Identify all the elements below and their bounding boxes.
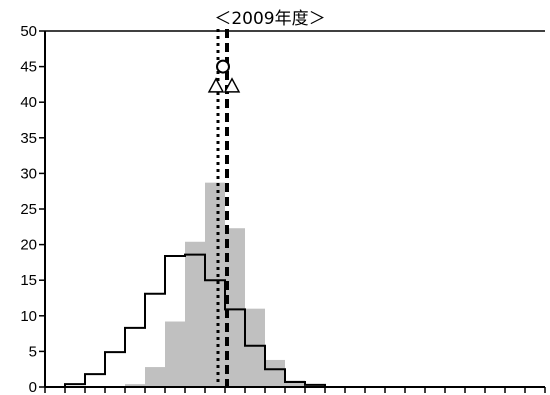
gray-bar [185, 242, 205, 387]
gray-bar [165, 321, 185, 387]
y-tick-label: 20 [20, 237, 37, 254]
gray-bar [245, 309, 265, 387]
y-tick-label: 0 [29, 379, 37, 395]
y-tick-labels: 0 5 10 15 20 25 30 35 40 45 50 [20, 23, 37, 395]
circle-marker [217, 61, 229, 73]
axes [39, 31, 545, 393]
y-tick-label: 35 [20, 130, 37, 147]
chart-title: ＜2009年度＞ [214, 9, 325, 29]
gray-bar [265, 360, 285, 387]
y-tick-label: 10 [20, 308, 37, 325]
triangle-marker [209, 79, 223, 92]
gray-bar [205, 183, 225, 387]
y-tick-label: 30 [20, 165, 37, 182]
y-tick-label: 45 [20, 59, 37, 76]
y-tick-label: 40 [20, 94, 37, 111]
y-tick-label: 5 [29, 343, 37, 360]
y-tick-label: 50 [20, 23, 37, 40]
gray-bar-series [125, 183, 305, 387]
gray-bar [225, 228, 245, 387]
gray-bar [145, 367, 165, 387]
y-tick-label: 15 [20, 272, 37, 289]
y-tick-label: 25 [20, 201, 37, 218]
markers [209, 61, 239, 92]
